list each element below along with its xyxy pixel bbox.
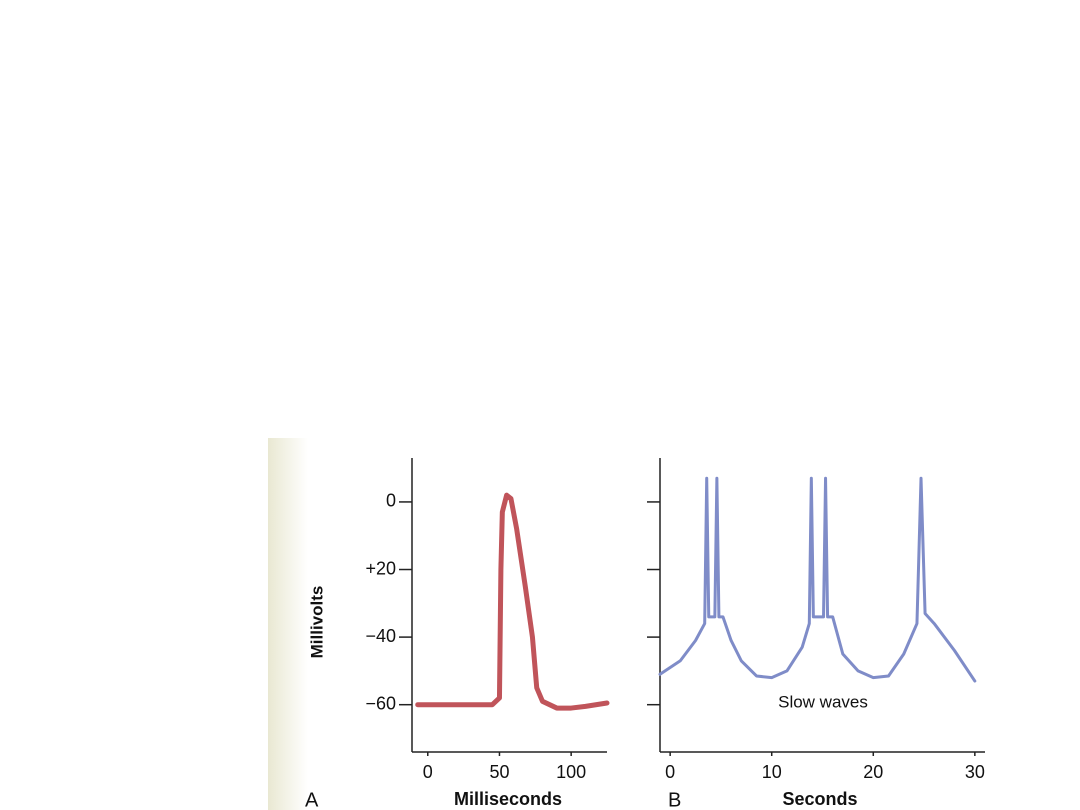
x-axis-label: Milliseconds [454, 789, 562, 809]
panel-label: A [305, 789, 319, 810]
y-tick-label: 0 [386, 491, 396, 511]
x-tick-label: 30 [965, 762, 985, 782]
x-tick-label: 0 [665, 762, 675, 782]
x-tick-label: 50 [489, 762, 509, 782]
y-tick-label: −60 [365, 693, 396, 713]
figure-edge [268, 438, 308, 810]
x-axis-label: Seconds [782, 789, 857, 809]
x-tick-label: 0 [423, 762, 433, 782]
x-tick-label: 20 [863, 762, 883, 782]
trace [658, 476, 977, 683]
y-tick-label: +20 [365, 558, 396, 578]
y-axis-label: Millivolts [307, 586, 326, 659]
panel-label: B [668, 789, 681, 810]
annotation: Slow waves [778, 692, 868, 711]
x-tick-label: 10 [762, 762, 782, 782]
trace [415, 492, 610, 711]
y-tick-label: −40 [365, 626, 396, 646]
x-tick-label: 100 [556, 762, 586, 782]
